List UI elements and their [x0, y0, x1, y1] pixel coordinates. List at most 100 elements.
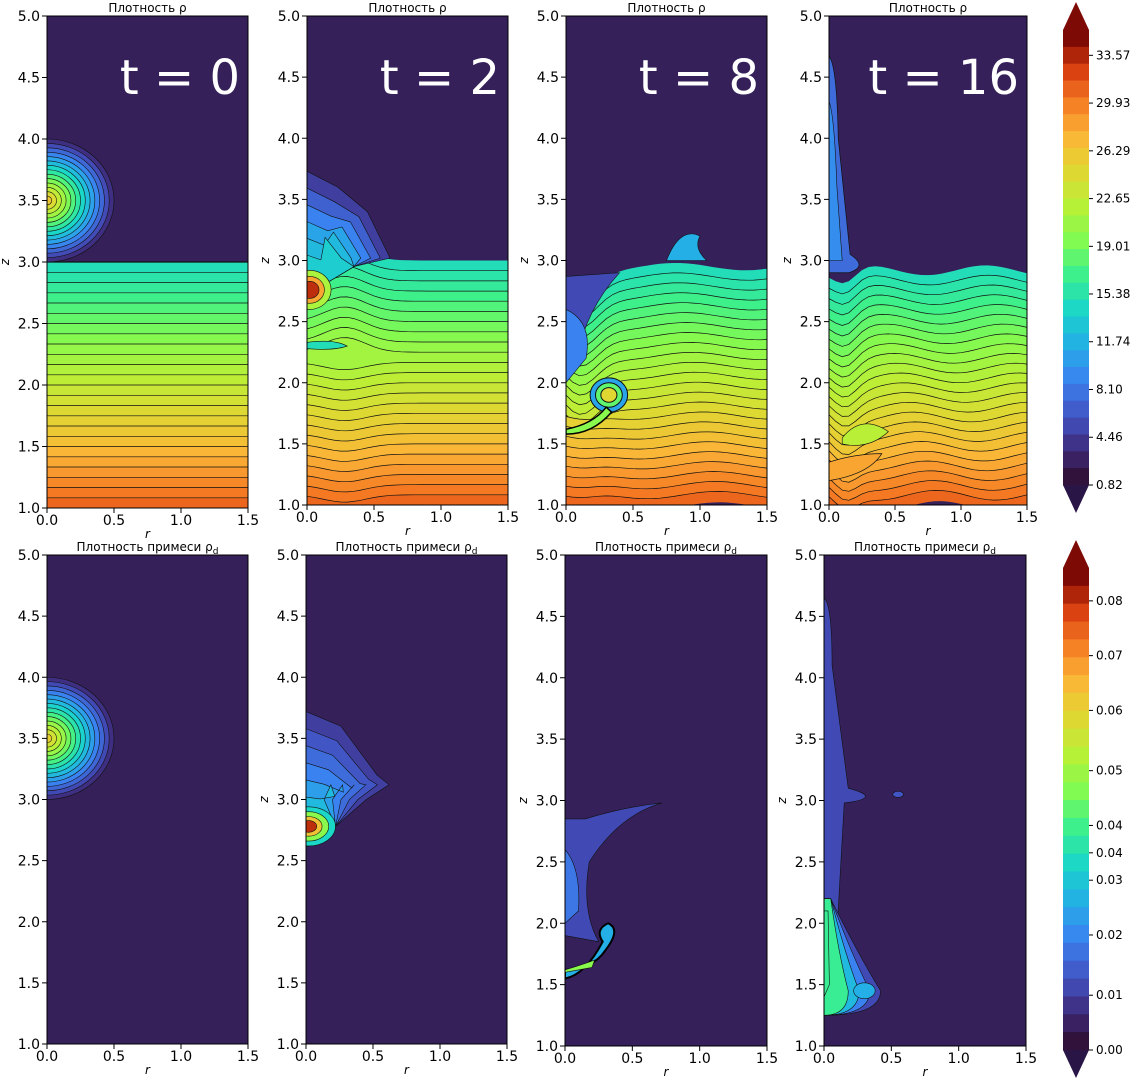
x-axis-label: r — [664, 1065, 670, 1079]
contour-field — [47, 138, 248, 508]
y-tick-label: 3.0 — [795, 794, 817, 810]
colorbar-segment — [1063, 46, 1089, 65]
y-tick-label: 4.0 — [537, 131, 559, 147]
y-tick-label: 2.0 — [800, 376, 822, 392]
colorbar-segment — [1063, 960, 1089, 980]
time-label: t = 8 — [639, 50, 759, 106]
colorbar-segment — [1063, 978, 1089, 997]
colorbar-segment — [1063, 468, 1089, 486]
y-tick-label: 4.0 — [800, 131, 822, 147]
panel-7: 0.0 0.5 1.0 1.5 1.0 1.5 2.0 2.5 3.0 3.5 4.0 4.5 5.0 r… — [516, 540, 778, 1079]
colorbar-segment — [1063, 907, 1089, 926]
y-tick-label: 4.5 — [537, 70, 559, 86]
x-tick-label: 0.5 — [621, 1051, 643, 1067]
y-tick-label: 3.5 — [278, 192, 300, 208]
x-axis-label: r — [664, 524, 670, 538]
panel-5: 0.0 0.5 1.0 1.5 1.0 1.5 2.0 2.5 3.0 3.5 4.0 4.5 5.0 r… — [18, 540, 259, 1077]
y-tick-label: 1.5 — [795, 978, 817, 994]
colorbar-segment — [1063, 232, 1089, 250]
x-tick-label: 1.5 — [756, 1051, 778, 1067]
x-axis-label: r — [923, 1065, 929, 1079]
colorbar-tick-label: 19.01 — [1096, 239, 1130, 253]
y-tick-label: 5.0 — [278, 9, 300, 25]
y-axis-label: z — [517, 257, 531, 265]
x-tick-label: 0.0 — [813, 1051, 835, 1067]
y-tick-label: 1.5 — [18, 976, 40, 992]
colorbar-segment — [1063, 657, 1089, 676]
colorbar-segment — [1063, 675, 1089, 694]
x-tick-label: 0.0 — [36, 1049, 58, 1065]
colorbar-segment — [1063, 164, 1089, 183]
colorbar-segment — [1063, 1032, 1089, 1051]
panel-title: Плотность ρ — [889, 1, 967, 15]
colorbar-segment — [1063, 585, 1089, 605]
y-tick-label: 4.5 — [536, 609, 558, 625]
time-label: t = 16 — [868, 50, 1019, 106]
colorbar-tick-label: 0.02 — [1096, 928, 1123, 942]
contour-field — [47, 676, 115, 800]
colorbar-segment — [1063, 710, 1089, 730]
y-tick-label: 3.5 — [795, 732, 817, 748]
colorbar-segment — [1063, 692, 1089, 712]
colorbar-tick-label: 0.05 — [1096, 764, 1123, 778]
y-tick-label: 1.0 — [18, 1037, 40, 1053]
y-tick-label: 3.0 — [278, 254, 300, 270]
y-axis-label: z — [0, 258, 12, 266]
panel-1: 0.0 0.5 1.0 1.5 1.0 1.5 2.0 2.5 3.0 3.5 4.0 4.5 5.0 r… — [0, 1, 259, 541]
x-tick-label: 0.0 — [296, 510, 318, 526]
colorbar-segment — [1063, 889, 1089, 908]
colorbar-segment — [1063, 30, 1089, 48]
time-label: t = 0 — [120, 50, 240, 106]
colorbar-segment — [1063, 621, 1089, 640]
panel-title: Плотность примеси ρd — [77, 540, 219, 557]
x-tick-label: 0.0 — [554, 1051, 576, 1067]
x-tick-label: 1.5 — [756, 510, 778, 526]
x-tick-label: 1.0 — [950, 510, 972, 526]
colorbar-tick-label: 0.08 — [1096, 594, 1123, 608]
x-tick-label: 0.0 — [36, 513, 58, 529]
y-tick-label: 4.0 — [277, 670, 299, 686]
y-tick-label: 2.0 — [278, 376, 300, 392]
y-tick-label: 2.0 — [795, 916, 817, 932]
x-axis-label: r — [926, 524, 932, 538]
x-tick-label: 1.5 — [237, 513, 259, 529]
colorbar-segment — [1063, 853, 1089, 872]
y-tick-label: 4.0 — [795, 671, 817, 687]
y-tick-label: 2.0 — [537, 376, 559, 392]
colorbar-extend-bottom — [1063, 485, 1089, 513]
y-tick-label: 3.5 — [537, 192, 559, 208]
colorbar-tick-label: 0.04 — [1096, 818, 1123, 832]
colorbar-segment — [1063, 728, 1089, 748]
colorbar-tick-label: 0.00 — [1096, 1043, 1123, 1057]
colorbar-segment — [1063, 925, 1089, 944]
x-tick-label: 0.0 — [295, 1049, 317, 1065]
time-label: t = 2 — [380, 50, 500, 106]
y-tick-label: 1.0 — [277, 1037, 299, 1053]
colorbar-tick-label: 8.10 — [1096, 382, 1123, 396]
y-axis-label: z — [257, 796, 271, 804]
x-tick-label: 0.5 — [363, 510, 385, 526]
colorbar-tick-label: 33.57 — [1096, 48, 1130, 62]
x-tick-label: 0.5 — [362, 1049, 384, 1065]
colorbar-2: 0.08 0.07 0.06 0.05 0.04 0.04 0.03 0.02 0.01 0.00 — [1063, 540, 1123, 1078]
panel-title: Плотность примеси ρd — [595, 540, 737, 557]
y-tick-label: 5.0 — [800, 9, 822, 25]
field-background — [47, 555, 248, 1044]
y-tick-label: 4.0 — [536, 671, 558, 687]
colorbar-segment — [1063, 333, 1089, 351]
panel-4: 0.0 0.5 1.0 1.5 1.0 1.5 2.0 2.5 3.0 3.5 4.0 4.5 5.0 r… — [780, 1, 1038, 538]
colorbar-extend-top — [1063, 540, 1089, 568]
y-tick-label: 2.5 — [18, 854, 40, 870]
panel-title: Плотность ρ — [368, 1, 446, 15]
y-tick-label: 2.5 — [18, 317, 40, 333]
colorbar-segment — [1063, 383, 1089, 402]
x-tick-label: 0.5 — [884, 510, 906, 526]
y-tick-label: 3.0 — [800, 254, 822, 270]
colorbar-segment — [1063, 639, 1089, 658]
y-tick-label: 1.0 — [278, 498, 300, 514]
y-tick-label: 4.5 — [277, 609, 299, 625]
y-tick-label: 3.5 — [18, 731, 40, 747]
x-tick-label: 1.5 — [237, 1049, 259, 1065]
y-tick-label: 2.5 — [800, 315, 822, 331]
